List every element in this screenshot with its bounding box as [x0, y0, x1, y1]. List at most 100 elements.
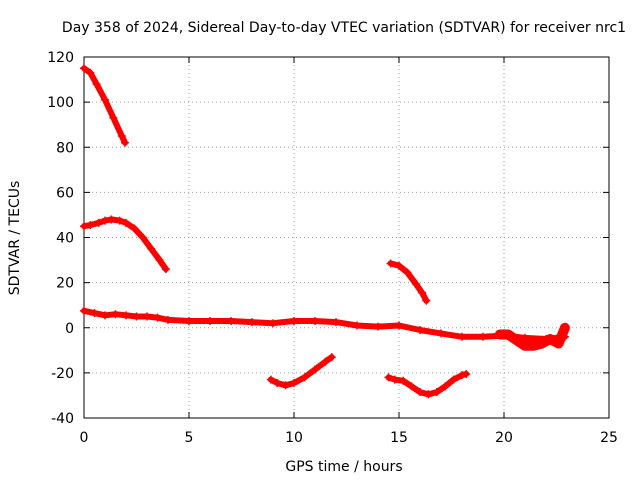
data-point: [86, 221, 95, 230]
data-point: [80, 306, 88, 315]
data-point: [386, 259, 395, 268]
data-point: [395, 321, 403, 330]
y-tick-label: 120: [47, 50, 74, 66]
data-point: [143, 312, 151, 321]
data-point: [411, 279, 420, 288]
data-point: [86, 68, 95, 77]
data-point: [458, 332, 466, 341]
data-point: [185, 316, 193, 325]
data-point: [130, 224, 139, 233]
data-point: [281, 381, 290, 390]
data-point: [248, 318, 256, 327]
data-point: [101, 216, 109, 225]
y-tick-label: 40: [56, 231, 74, 247]
data-point: [122, 218, 130, 227]
data-point: [332, 318, 340, 327]
data-point: [418, 288, 427, 297]
data-point: [138, 233, 147, 242]
data-point: [422, 296, 431, 305]
data-point: [403, 268, 412, 277]
data-point: [206, 316, 214, 325]
data-point: [512, 336, 521, 345]
series-line: [81, 65, 128, 146]
data-point: [92, 80, 101, 89]
series-line: [385, 371, 470, 398]
data-point: [311, 365, 319, 374]
data-point: [321, 357, 330, 366]
data-point: [458, 371, 466, 380]
series-line: [81, 307, 568, 342]
series-scatter-tail: [494, 322, 570, 351]
data-point: [155, 256, 164, 265]
y-axis-label: SDTVAR / TECUs: [7, 181, 23, 296]
x-tick-label: 5: [185, 430, 194, 446]
data-point: [94, 218, 103, 227]
data-point: [147, 244, 156, 253]
data-point: [311, 316, 319, 325]
data-point: [416, 388, 424, 397]
data-point: [290, 316, 298, 325]
data-point: [537, 339, 546, 348]
y-tick-label: -20: [51, 366, 74, 382]
data-point: [416, 326, 424, 335]
data-point: [546, 335, 555, 344]
data-point: [111, 310, 120, 319]
series-arc-5: [386, 259, 431, 305]
plot-area: [80, 64, 570, 399]
data-point: [327, 353, 336, 362]
y-tick-label: 0: [65, 321, 74, 337]
data-point: [462, 370, 471, 379]
x-tick-label: 10: [285, 430, 303, 446]
data-point: [80, 222, 88, 231]
data-point: [227, 316, 235, 325]
data-point: [479, 332, 487, 341]
chart-title: Day 358 of 2024, Sidereal Day-to-day VTE…: [62, 20, 626, 36]
data-point: [529, 341, 538, 350]
data-point: [115, 216, 124, 225]
data-point: [161, 265, 170, 274]
data-point: [353, 321, 361, 330]
data-point: [424, 390, 433, 399]
data-point: [269, 319, 277, 328]
data-point: [101, 311, 109, 320]
data-point: [101, 95, 109, 104]
data-point: [399, 376, 408, 385]
series-line: [81, 216, 169, 273]
data-point: [449, 375, 458, 384]
data-point: [290, 379, 298, 388]
data-point: [266, 375, 275, 384]
data-point: [117, 131, 126, 140]
data-point: [132, 312, 141, 321]
data-point: [407, 382, 416, 391]
data-point: [153, 313, 162, 322]
plot-frame: [83, 56, 610, 419]
series-line: [387, 260, 430, 304]
data-point: [521, 341, 529, 350]
data-point: [504, 330, 513, 339]
series-arc-1: [80, 64, 129, 147]
y-tick-label: 60: [56, 185, 74, 201]
data-point: [554, 339, 563, 348]
data-point: [300, 373, 309, 382]
data-point: [495, 330, 504, 339]
data-point: [384, 373, 393, 382]
data-point: [120, 138, 129, 147]
data-point: [109, 113, 118, 122]
axis-ticks: 0 5 10 15 20 25 -40 -20 0 20 40 60 80 100 120: [47, 50, 618, 446]
data-point: [374, 322, 382, 331]
series-arc-4: [266, 353, 336, 390]
y-tick-label: -40: [51, 411, 74, 427]
data-point: [441, 382, 450, 391]
data-point: [395, 261, 403, 270]
data-point: [560, 323, 569, 332]
y-tick-label: 100: [47, 95, 74, 111]
data-point: [90, 309, 99, 318]
data-point: [432, 388, 441, 397]
x-tick-label: 15: [390, 430, 408, 446]
data-point: [122, 311, 130, 320]
series-arc-3: [80, 306, 569, 344]
data-point: [80, 64, 88, 73]
data-point: [273, 379, 282, 388]
x-axis-label: GPS time / hours: [285, 459, 402, 475]
